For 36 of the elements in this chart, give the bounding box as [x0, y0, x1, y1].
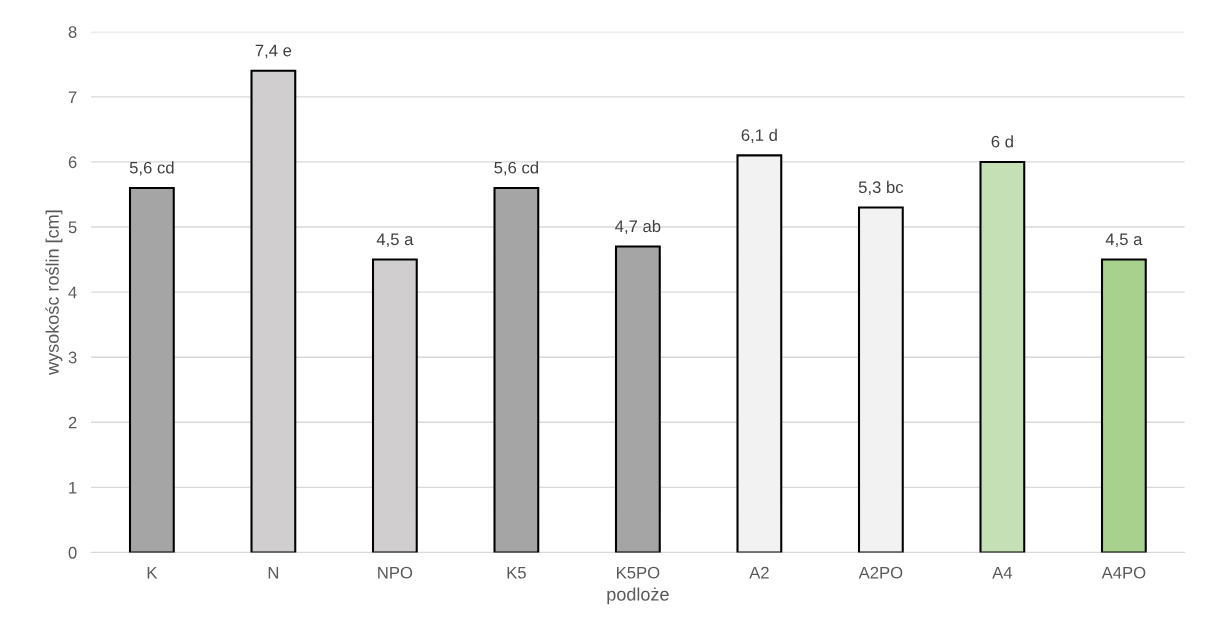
- data-label: 4,5 a: [1105, 233, 1143, 248]
- y-tick-label: 6: [68, 156, 77, 169]
- y-tick-label: 1: [69, 481, 77, 494]
- x-tick-label: A2PO: [858, 566, 903, 579]
- data-label: 5,3 bc: [858, 180, 904, 196]
- x-tick-label: A2: [749, 566, 769, 579]
- data-label: 5,6 cd: [129, 161, 174, 176]
- y-tick-label: 2: [68, 416, 77, 429]
- bar: [979, 160, 1026, 553]
- bar: [614, 245, 661, 553]
- bar: [128, 186, 175, 553]
- y-tick-label: 8: [68, 26, 77, 38]
- data-label: 4,7 ab: [615, 219, 661, 235]
- y-tick-label: 3: [68, 351, 77, 364]
- data-label: 6 d: [991, 135, 1013, 148]
- x-tick-label: A4PO: [1101, 566, 1146, 579]
- data-label: 7,4 e: [255, 44, 292, 59]
- x-tick-label: NPO: [378, 566, 413, 579]
- bar: [493, 186, 540, 553]
- y-axis-title: wysokośc roślin [cm]: [45, 210, 63, 375]
- x-tick-label: K5: [507, 566, 526, 579]
- x-tick-label: N: [268, 566, 279, 579]
- y-tick-label: 0: [68, 546, 77, 559]
- y-tick-label: 4: [68, 286, 77, 299]
- x-tick-label: A4: [992, 566, 1013, 579]
- data-label: 4,5 a: [376, 233, 414, 248]
- x-tick-label: K5PO: [617, 566, 660, 579]
- bar: [736, 154, 783, 553]
- bar: [857, 206, 904, 553]
- x-tick-label: K: [147, 566, 158, 579]
- bar: [1100, 258, 1147, 553]
- data-label: 5,6 cd: [494, 161, 538, 176]
- y-tick-label: 7: [68, 91, 77, 103]
- x-axis-title: podloże: [607, 587, 669, 605]
- data-label: 6,1 d: [741, 128, 777, 143]
- y-tick-label: 5: [68, 221, 77, 234]
